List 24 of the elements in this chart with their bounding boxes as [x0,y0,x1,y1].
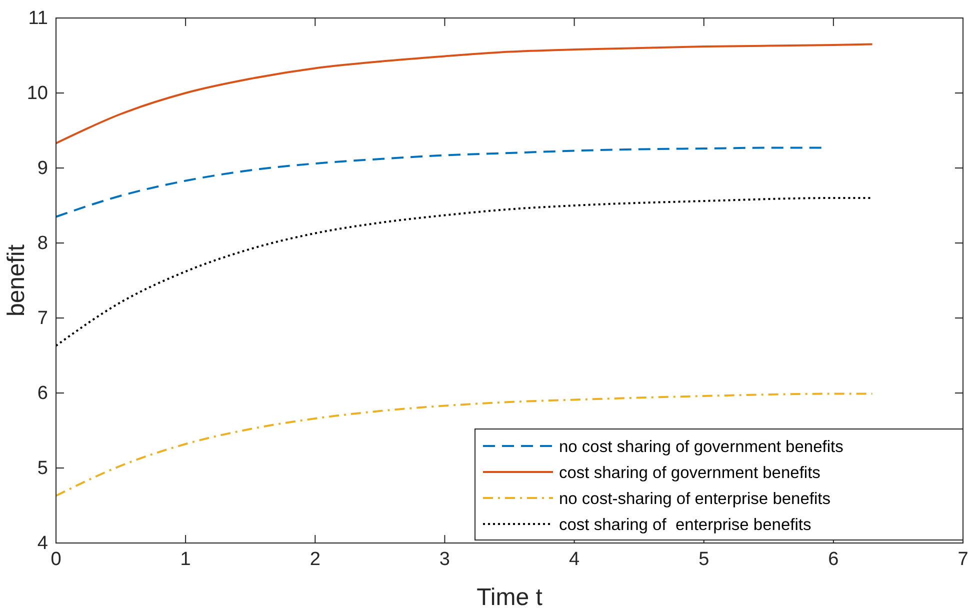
x-tick-label: 1 [180,549,191,570]
legend-label: no cost sharing of government benefits [559,438,844,456]
y-tick-label: 4 [37,533,48,554]
line-series [55,43,874,144]
x-tick-label: 6 [828,549,839,570]
x-tick-label: 5 [698,549,710,570]
x-tick-label: 2 [310,549,320,570]
y-tick-label: 6 [37,383,48,404]
x-tick-label: 7 [958,549,968,570]
y-axis-title: benefit [3,244,30,317]
line-series [55,146,824,218]
y-tick-label: 9 [37,158,48,179]
y-tick-label: 7 [37,308,48,329]
legend-label: cost sharing of enterprise benefits [559,516,812,534]
y-tick-label: 11 [28,8,48,29]
legend-label: no cost-sharing of enterprise benefits [559,490,830,508]
legend-label: cost sharing of government benefits [559,464,820,482]
x-tick-label: 4 [568,549,580,570]
x-tick-label: 3 [439,549,450,570]
x-axis-title: Time t [476,584,543,611]
y-tick-label: 5 [37,458,48,479]
y-tick-label: 8 [37,233,48,254]
y-tick-label: 10 [26,83,48,104]
x-tick-label: 0 [50,549,62,570]
